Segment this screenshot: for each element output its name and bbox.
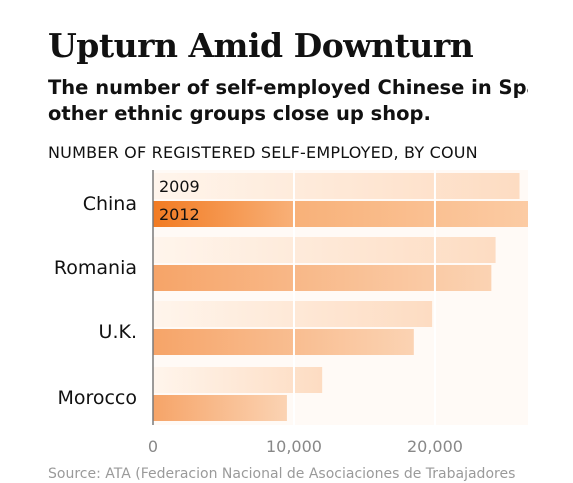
category-label-u-k: U.K. <box>99 321 137 343</box>
bar-chart: China Romania U.K. Morocco 2009 2012 0 10,000 2… <box>54 170 528 456</box>
chart-subtitle: The number of self-employed Chinese in S… <box>48 75 528 127</box>
x-tick-label-0: 0 <box>148 437 158 456</box>
chart-figure: Upturn Amid Downturn The number of self-… <box>44 0 528 483</box>
bar-morocco-2012 <box>153 395 287 421</box>
category-label-china: China <box>83 193 137 215</box>
bar-china-2012 <box>153 201 528 227</box>
source-note: Source: ATA (Federacion Nacional de Asoc… <box>48 466 516 482</box>
subtitle-line-1: The number of self-employed Chinese in S… <box>48 76 528 99</box>
bar-morocco-2009 <box>153 367 323 393</box>
category-label-morocco: Morocco <box>57 387 137 409</box>
category-label-romania: Romania <box>54 257 137 279</box>
bar-china-2009 <box>153 173 520 199</box>
bar-u-k-2009 <box>153 301 433 327</box>
x-tick-label-1: 10,000 <box>266 437 322 456</box>
series-label-2012: 2012 <box>159 205 200 224</box>
x-tick-label-2: 20,000 <box>407 437 463 456</box>
bar-romania-2009 <box>153 237 496 263</box>
series-label-2009: 2009 <box>159 177 200 196</box>
subtitle-line-2: other ethnic groups close up shop. <box>48 102 431 125</box>
chart-title: Upturn Amid Downturn <box>48 26 474 65</box>
unit-label: NUMBER OF REGISTERED SELF-EMPLOYED, BY C… <box>48 143 478 162</box>
bar-u-k-2012 <box>153 329 414 355</box>
bar-romania-2012 <box>153 265 492 291</box>
